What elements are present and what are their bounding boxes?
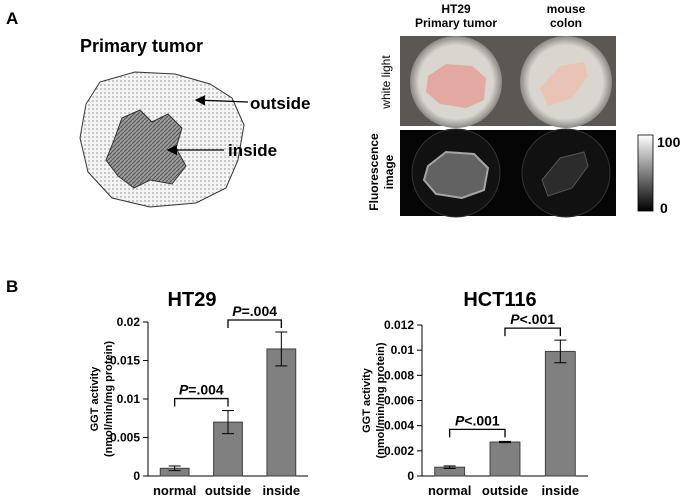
y-tick-label: 0.012 bbox=[384, 318, 414, 332]
error-bar bbox=[499, 440, 511, 444]
error-bar bbox=[275, 331, 288, 367]
y-axis-label: (nmol/min/mg protein) bbox=[103, 341, 115, 457]
y-tick-label: 0.01 bbox=[117, 392, 141, 406]
significance-label: P<.001 bbox=[455, 412, 500, 428]
error-bar bbox=[554, 339, 567, 364]
y-axis-label: GGT activity bbox=[361, 367, 373, 433]
y-tick-label: 0.008 bbox=[384, 368, 414, 382]
fluorescence-photo bbox=[400, 128, 616, 218]
panel-label: A bbox=[6, 9, 18, 28]
inside-label: inside bbox=[228, 141, 277, 160]
p-symbol: P bbox=[179, 382, 189, 398]
column-label: mouse bbox=[547, 2, 586, 16]
p-value: =.004 bbox=[188, 382, 224, 398]
row-label: image bbox=[382, 154, 396, 189]
x-tick-label: inside bbox=[542, 483, 580, 498]
y-tick-label: 0 bbox=[407, 469, 414, 483]
p-value: =.004 bbox=[242, 303, 278, 319]
tumor-inside bbox=[105, 109, 187, 189]
y-axis-label: (nmol/min/mg protein) bbox=[375, 342, 387, 458]
colorbar-label: 100 bbox=[657, 134, 681, 150]
error-bar bbox=[168, 465, 181, 472]
x-tick-label: normal bbox=[153, 483, 196, 498]
column-label: Primary tumor bbox=[415, 16, 497, 30]
y-tick-label: 0.006 bbox=[384, 394, 414, 408]
x-tick-label: outside bbox=[205, 483, 251, 498]
p-symbol: P bbox=[232, 303, 242, 319]
white-light-photo bbox=[400, 36, 616, 128]
chart-title: HCT116 bbox=[463, 289, 536, 311]
bar bbox=[489, 441, 521, 477]
y-tick-label: 0.005 bbox=[110, 431, 140, 445]
y-tick-label: 0 bbox=[133, 469, 140, 483]
y-tick-label: 0.02 bbox=[117, 315, 141, 329]
error-bar bbox=[443, 465, 456, 469]
row-label: white light bbox=[379, 55, 393, 110]
significance-label: P<.001 bbox=[510, 311, 555, 327]
significance-bracket bbox=[174, 397, 229, 407]
chart-title: HT29 bbox=[168, 289, 217, 311]
x-tick-label: outside bbox=[482, 483, 528, 498]
y-tick-label: 0.015 bbox=[110, 354, 140, 368]
bar bbox=[544, 350, 576, 477]
column-label: colon bbox=[550, 16, 582, 30]
p-value: <.001 bbox=[520, 311, 556, 327]
significance-bracket bbox=[449, 428, 506, 438]
bar bbox=[266, 348, 297, 477]
x-tick-label: inside bbox=[263, 483, 301, 498]
colorbar-label: 0 bbox=[660, 200, 668, 216]
colorbar bbox=[637, 134, 654, 212]
significance-label: P=.004 bbox=[232, 303, 277, 319]
panel-label: B bbox=[6, 277, 18, 296]
row-label: Fluorescence bbox=[367, 133, 381, 211]
y-tick-label: 0.002 bbox=[384, 444, 414, 458]
column-label: HT29 bbox=[441, 2, 471, 16]
x-tick-label: normal bbox=[428, 483, 471, 498]
outside-label: outside bbox=[250, 94, 310, 113]
significance-bracket bbox=[504, 327, 561, 337]
diagram-title: Primary tumor bbox=[80, 36, 203, 56]
p-symbol: P bbox=[455, 412, 465, 428]
significance-bracket bbox=[227, 319, 282, 329]
y-tick-label: 0.004 bbox=[384, 419, 414, 433]
significance-label: P=.004 bbox=[179, 382, 224, 398]
error-bar bbox=[222, 410, 234, 435]
arrow bbox=[194, 95, 249, 106]
y-tick-label: 0.01 bbox=[391, 343, 415, 357]
p-symbol: P bbox=[510, 311, 520, 327]
y-axis-label: GGT activity bbox=[89, 366, 101, 432]
p-value: <.001 bbox=[464, 412, 500, 428]
